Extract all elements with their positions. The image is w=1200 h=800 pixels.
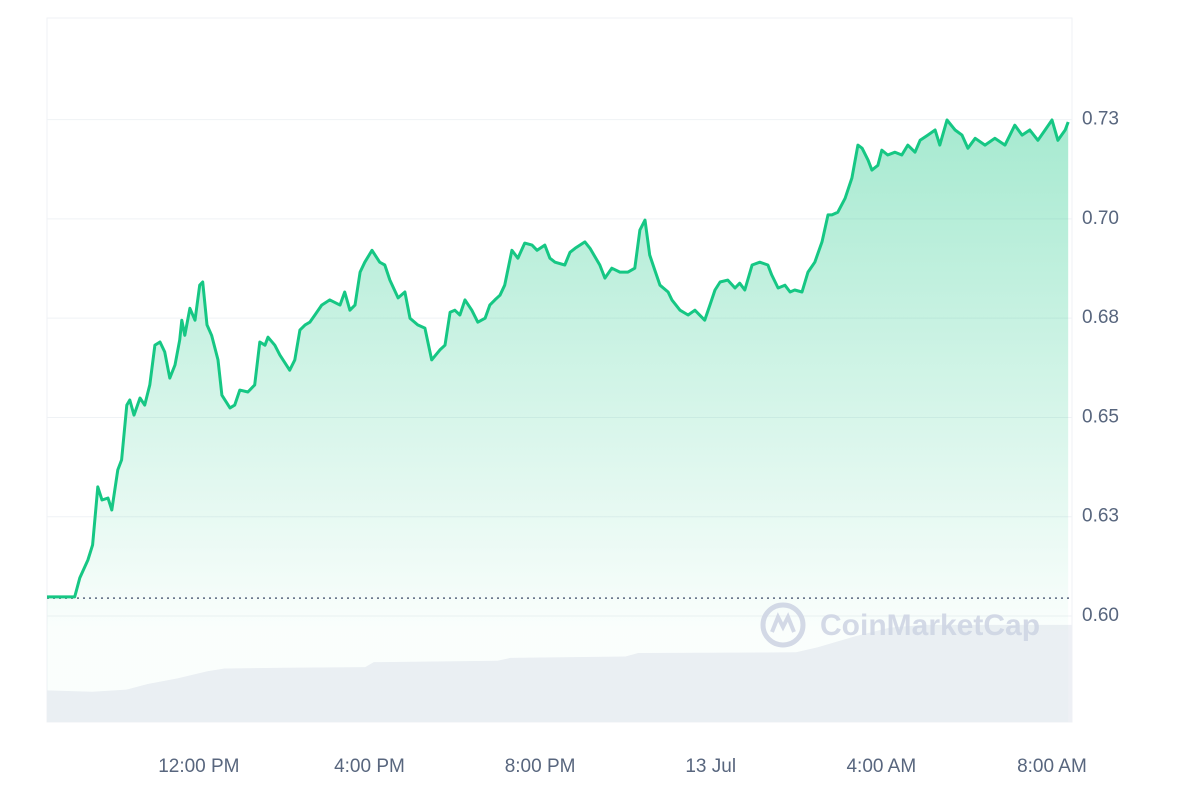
- y-tick-label: 0.68: [1082, 307, 1119, 328]
- price-area: [47, 120, 1069, 722]
- x-tick-label: 12:00 PM: [158, 756, 239, 777]
- x-tick-label: 13 Jul: [685, 756, 736, 777]
- y-tick-label: 0.63: [1082, 506, 1119, 527]
- y-tick-label: 0.65: [1082, 406, 1119, 427]
- x-tick-label: 4:00 AM: [846, 756, 916, 777]
- watermark-logo-mark: [770, 612, 796, 633]
- x-tick-label: 4:00 PM: [334, 756, 405, 777]
- watermark: CoinMarketCap: [760, 602, 1040, 648]
- price-layer: [47, 118, 1072, 722]
- y-tick-label: 0.60: [1082, 605, 1119, 626]
- price-line: [47, 118, 1070, 599]
- axis-labels: 0.60 0.63 0.65 0.68 0.70 0.73 12:00 PM 4:00 PM 8…: [158, 109, 1119, 777]
- x-tick-label: 8:00 AM: [1017, 756, 1087, 777]
- x-tick-label: 8:00 PM: [505, 756, 576, 777]
- watermark-logo: [760, 602, 806, 648]
- watermark-text: CoinMarketCap: [820, 609, 1040, 642]
- y-tick-label: 0.73: [1082, 109, 1119, 130]
- y-tick-label: 0.70: [1082, 208, 1119, 229]
